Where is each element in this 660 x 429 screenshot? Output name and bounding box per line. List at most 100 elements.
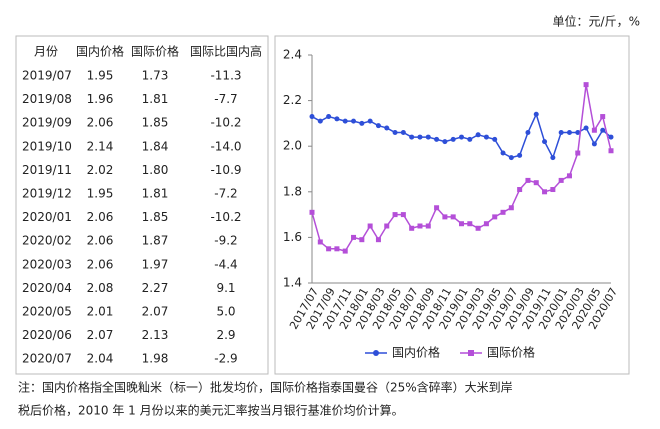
marker bbox=[375, 237, 381, 243]
table-cell: 2.02 bbox=[87, 163, 114, 177]
marker bbox=[351, 234, 357, 240]
marker bbox=[392, 212, 398, 218]
table-cell: 2.06 bbox=[87, 257, 114, 271]
marker bbox=[384, 125, 390, 131]
table-cell: -2.9 bbox=[214, 352, 237, 366]
marker bbox=[608, 148, 614, 154]
table-cell: 2019/09 bbox=[22, 116, 72, 130]
marker bbox=[359, 237, 365, 243]
y-tick-label: 2.2 bbox=[283, 93, 302, 107]
table-cell: -11.3 bbox=[210, 69, 241, 83]
table-cell: 9.1 bbox=[216, 281, 235, 295]
table-cell: -4.4 bbox=[214, 257, 237, 271]
marker bbox=[400, 130, 406, 136]
table-header: 月份 bbox=[34, 45, 58, 59]
table-cell: 2019/07 bbox=[22, 69, 72, 83]
marker bbox=[425, 134, 431, 140]
table-cell: 2020/05 bbox=[22, 305, 72, 319]
table-cell: -10.2 bbox=[210, 116, 241, 130]
table-cell: 2.06 bbox=[87, 210, 114, 224]
table-header: 国际价格 bbox=[131, 44, 179, 59]
table-cell: 1.80 bbox=[142, 163, 169, 177]
marker bbox=[550, 155, 556, 161]
marker bbox=[550, 187, 556, 193]
marker bbox=[367, 223, 373, 229]
marker bbox=[600, 114, 606, 120]
marker bbox=[317, 239, 323, 245]
table-cell: 1.85 bbox=[142, 116, 169, 130]
y-tick-label: 2.0 bbox=[283, 139, 302, 153]
table-cell: 2019/10 bbox=[22, 139, 72, 153]
marker bbox=[508, 205, 514, 211]
marker bbox=[400, 212, 406, 218]
table-cell: 2.07 bbox=[142, 305, 169, 319]
marker bbox=[517, 152, 523, 158]
marker bbox=[508, 155, 514, 161]
legend-label: 国际价格 bbox=[487, 345, 535, 360]
marker bbox=[475, 225, 481, 231]
table-cell: -14.0 bbox=[210, 139, 241, 153]
table-cell: 2019/12 bbox=[22, 187, 72, 201]
table-cell: 1.96 bbox=[87, 92, 114, 106]
marker bbox=[525, 130, 531, 136]
marker bbox=[583, 82, 589, 88]
table-cell: 2020/04 bbox=[22, 281, 72, 295]
marker bbox=[558, 177, 564, 183]
marker bbox=[442, 139, 448, 145]
table-cell: 2020/01 bbox=[22, 210, 72, 224]
table-cell: 2.13 bbox=[142, 328, 169, 342]
table-cell: -10.9 bbox=[210, 163, 241, 177]
table-cell: 2.08 bbox=[87, 281, 114, 295]
table-cell: 1.87 bbox=[142, 234, 169, 248]
table-cell: 2.14 bbox=[87, 139, 114, 153]
marker bbox=[566, 130, 572, 136]
marker bbox=[459, 221, 464, 227]
table-cell: 1.73 bbox=[142, 69, 169, 83]
table-cell: 2.07 bbox=[87, 328, 114, 342]
marker bbox=[566, 173, 572, 179]
table-cell: -10.2 bbox=[210, 210, 241, 224]
table-cell: 1.98 bbox=[142, 352, 169, 366]
table-cell: 1.85 bbox=[142, 210, 169, 224]
table-cell: 1.84 bbox=[142, 139, 169, 153]
table-cell: 2.27 bbox=[142, 281, 169, 295]
marker bbox=[467, 221, 473, 227]
marker bbox=[542, 189, 548, 195]
marker bbox=[591, 127, 597, 133]
marker bbox=[608, 134, 614, 140]
marker bbox=[326, 114, 332, 120]
table-cell: 1.95 bbox=[87, 187, 114, 201]
table-cell: 2020/06 bbox=[22, 328, 72, 342]
table-cell: -7.7 bbox=[214, 92, 237, 106]
marker bbox=[558, 130, 564, 136]
table-cell: 2.06 bbox=[87, 234, 114, 248]
legend-marker bbox=[468, 350, 474, 356]
marker bbox=[326, 246, 332, 252]
marker bbox=[351, 118, 357, 124]
marker bbox=[533, 180, 539, 186]
marker bbox=[475, 132, 481, 138]
table-cell: -9.2 bbox=[214, 234, 237, 248]
marker bbox=[542, 139, 548, 145]
marker bbox=[450, 214, 456, 220]
table-header: 国内价格 bbox=[76, 44, 124, 59]
table-cell: 1.81 bbox=[142, 187, 169, 201]
marker bbox=[533, 111, 539, 117]
marker bbox=[467, 136, 473, 142]
table-cell: 2.9 bbox=[216, 328, 235, 342]
marker bbox=[309, 114, 315, 120]
table-cell: 5.0 bbox=[216, 305, 235, 319]
unit: 单位：元/斤，% bbox=[553, 14, 640, 29]
marker bbox=[492, 214, 498, 220]
marker bbox=[309, 209, 315, 215]
marker bbox=[500, 150, 506, 156]
chart-frame bbox=[274, 35, 630, 375]
marker bbox=[434, 205, 440, 211]
marker bbox=[375, 123, 381, 129]
marker bbox=[425, 223, 431, 229]
marker bbox=[342, 248, 348, 254]
table-cell: 2020/03 bbox=[22, 257, 72, 271]
y-tick-label: 1.6 bbox=[283, 230, 302, 244]
marker bbox=[500, 209, 506, 215]
table-cell: 1.95 bbox=[87, 69, 114, 83]
